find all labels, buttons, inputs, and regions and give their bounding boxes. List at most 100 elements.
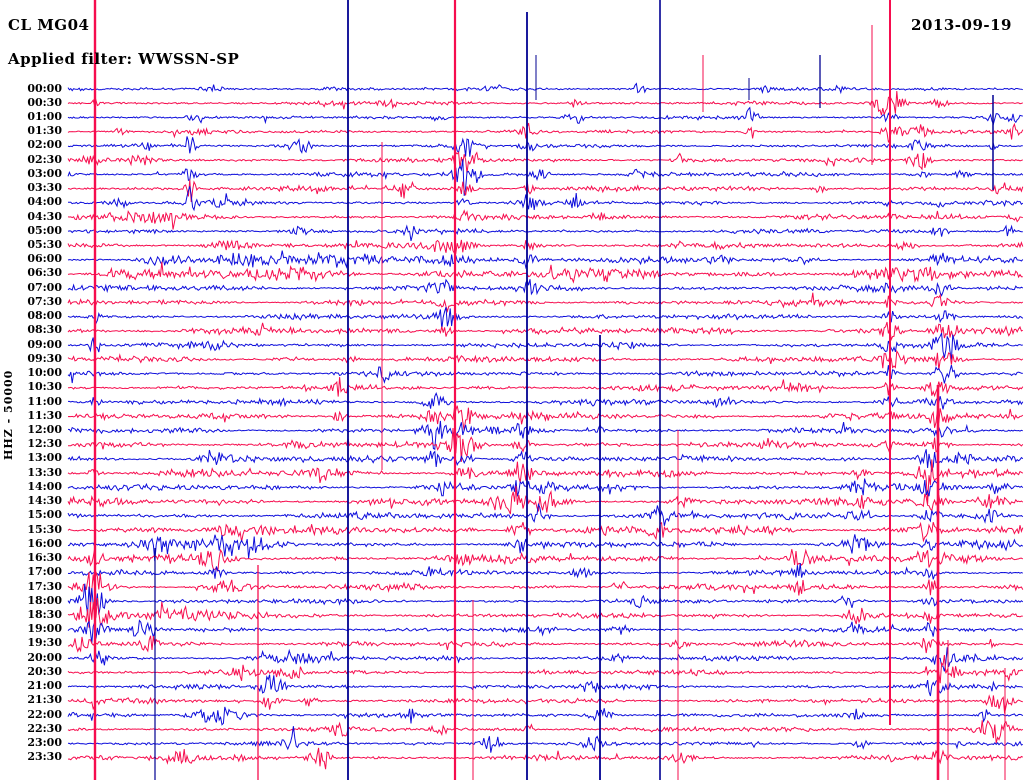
seismogram-trace xyxy=(67,307,1024,330)
time-label: 17:30 xyxy=(27,579,62,593)
seismogram-trace xyxy=(67,332,1023,360)
time-label: 15:00 xyxy=(27,508,62,522)
seismogram-trace xyxy=(67,635,1023,654)
seismogram-trace xyxy=(67,179,1024,203)
time-label: 11:00 xyxy=(27,394,62,408)
time-label: 02:30 xyxy=(27,152,62,166)
time-label: 04:00 xyxy=(27,195,62,209)
time-label: 00:30 xyxy=(27,95,62,109)
time-label: 06:30 xyxy=(27,266,62,280)
seismogram-trace xyxy=(67,106,1023,126)
seismogram-trace xyxy=(67,647,1024,672)
time-label: 13:00 xyxy=(27,451,62,465)
seismogram-trace xyxy=(67,597,1023,628)
time-label: 11:30 xyxy=(27,408,62,422)
seismogram-trace xyxy=(67,674,1024,697)
time-label: 04:30 xyxy=(27,209,62,223)
time-label: 10:00 xyxy=(27,366,62,380)
seismogram-trace xyxy=(67,449,1024,473)
seismogram-trace xyxy=(67,571,1024,608)
time-label: 12:00 xyxy=(27,423,62,437)
seismogram-trace xyxy=(67,534,1024,562)
seismogram-trace xyxy=(67,654,1024,684)
seismogram-trace xyxy=(67,321,1023,342)
seismogram-trace xyxy=(67,726,1023,753)
time-label: 17:00 xyxy=(27,565,62,579)
time-label: 16:30 xyxy=(27,551,62,565)
y-axis-channel-scale-label: HHZ - 50000 xyxy=(2,369,15,461)
time-label: 01:30 xyxy=(27,124,62,138)
time-label: 07:00 xyxy=(27,280,62,294)
seismogram-trace xyxy=(67,420,1023,450)
seismogram-trace xyxy=(67,747,1024,770)
time-label: 07:30 xyxy=(27,294,62,308)
seismogram-trace xyxy=(68,186,1024,212)
time-label: 22:30 xyxy=(27,721,62,735)
seismogram-trace xyxy=(67,349,1024,370)
seismogram-trace xyxy=(67,694,1023,714)
time-label: 09:30 xyxy=(27,351,62,365)
seismogram-trace xyxy=(67,485,1024,515)
time-label: 15:30 xyxy=(27,522,62,536)
time-label: 19:30 xyxy=(27,636,62,650)
time-label: 20:30 xyxy=(27,664,62,678)
seismogram-trace xyxy=(67,122,1024,144)
time-label: 19:00 xyxy=(27,622,62,636)
time-label: 21:30 xyxy=(27,693,62,707)
seismogram-trace xyxy=(67,292,1024,314)
time-label: 18:00 xyxy=(27,593,62,607)
time-label: 02:00 xyxy=(27,138,62,152)
time-label: 01:00 xyxy=(27,109,62,123)
time-label: 23:00 xyxy=(27,736,62,750)
seismogram-trace xyxy=(67,151,1023,174)
seismogram-trace xyxy=(67,459,1024,505)
time-label: 03:30 xyxy=(27,181,62,195)
time-label: 00:00 xyxy=(27,81,62,95)
time-label: 08:30 xyxy=(27,323,62,337)
time-label: 05:00 xyxy=(27,223,62,237)
time-label: 09:00 xyxy=(27,337,62,351)
time-label: 13:30 xyxy=(27,465,62,479)
seismogram-trace xyxy=(67,278,1024,297)
time-label: 10:30 xyxy=(27,380,62,394)
seismogram-trace xyxy=(67,502,1024,526)
seismogram-trace xyxy=(67,364,1023,384)
seismogram-trace xyxy=(67,239,1024,254)
time-label: 23:30 xyxy=(27,750,62,764)
seismogram-trace xyxy=(67,719,1024,744)
time-label: 03:00 xyxy=(27,166,62,180)
time-label: 18:30 xyxy=(27,608,62,621)
seismogram-trace xyxy=(67,562,1023,580)
seismogram-trace xyxy=(67,250,1024,270)
time-label: 20:00 xyxy=(27,650,62,664)
seismogram-trace xyxy=(67,224,1023,242)
station-label: CL MG04 xyxy=(8,16,90,34)
seismogram-trace xyxy=(67,548,1024,572)
seismogram-trace xyxy=(67,405,1024,431)
seismogram-trace xyxy=(67,583,1024,615)
seismogram-trace xyxy=(67,478,1024,497)
seismogram-trace xyxy=(67,90,1023,117)
time-label: 08:00 xyxy=(27,309,62,323)
seismogram-trace xyxy=(67,209,1023,230)
seismogram-trace xyxy=(68,391,1024,410)
seismogram-trace xyxy=(67,706,1024,726)
time-label: 12:30 xyxy=(27,437,62,451)
date-label: 2013-09-19 xyxy=(911,16,1012,34)
time-label: 14:30 xyxy=(27,494,62,508)
seismogram-trace xyxy=(67,82,1023,95)
seismogram-trace xyxy=(67,136,1023,157)
time-label: 05:30 xyxy=(27,238,62,252)
seismogram-trace xyxy=(67,427,1024,462)
seismogram-trace xyxy=(67,521,1024,543)
seismogram-trace xyxy=(67,619,1024,644)
time-label: 22:00 xyxy=(27,707,62,721)
seismogram-trace xyxy=(67,159,1024,196)
time-label: 16:00 xyxy=(27,536,62,550)
time-label: 21:00 xyxy=(27,679,62,693)
time-label: 14:00 xyxy=(27,479,62,493)
seismogram-trace xyxy=(68,377,1024,398)
time-label: 06:00 xyxy=(27,252,62,266)
seismogram-trace xyxy=(67,261,1023,284)
